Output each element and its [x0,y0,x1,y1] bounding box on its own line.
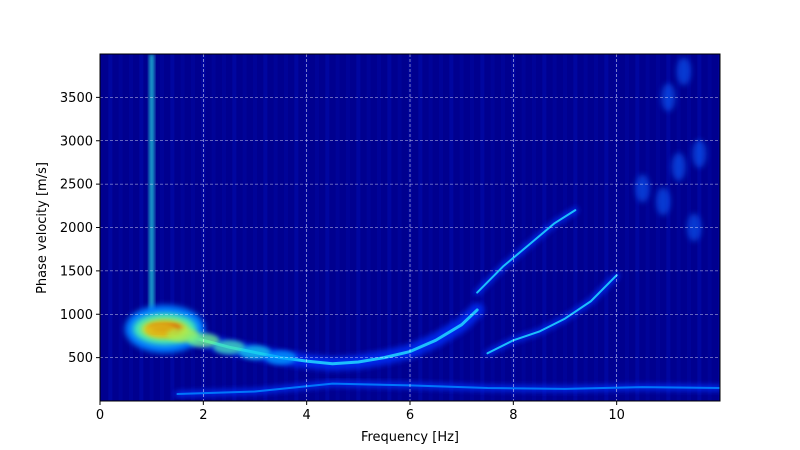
texture-streak [521,54,526,401]
ridge-energy [239,345,271,360]
y-tick-label: 3000 [60,134,93,149]
x-axis-title: Frequency [Hz] [361,430,459,445]
texture-streak [542,54,547,401]
texture-streak [666,54,671,401]
upper-right-blobs [661,83,676,112]
upper-right-blobs [692,139,707,168]
texture-streak [201,54,206,401]
texture-streak [532,54,536,401]
texture-streak [366,54,371,401]
x-tick-label: 0 [96,408,104,423]
higher-mode-1-ridge [486,274,618,355]
upper-right-blobs [635,174,650,203]
x-tick-label: 6 [406,408,414,423]
y-tick-label: 500 [68,351,93,366]
vertical-streak [149,54,154,341]
x-tick-label: 2 [199,408,207,423]
x-axis: 0 2 4 6 8 10 [96,401,625,423]
texture-streak [211,54,216,401]
y-axis: 500 1000 1500 2000 2500 3000 3500 [60,91,100,366]
texture-streak [676,54,681,401]
upper-right-blobs [656,187,671,216]
texture-streak [232,54,237,401]
x-tick-label: 10 [608,408,625,423]
y-axis-title: Phase velocity [m/s] [35,162,50,294]
y-tick-label: 2500 [60,178,93,193]
y-tick-label: 3500 [60,91,93,106]
texture-streak [511,54,516,401]
upper-right-blobs [671,152,686,181]
texture-streak [356,54,361,401]
y-tick-label: 1000 [60,308,93,323]
y-tick-label: 2000 [60,221,93,236]
texture-streak [377,54,381,401]
texture-streak [397,54,402,401]
texture-streak [222,54,226,401]
texture-streak [552,54,557,401]
texture-streak [707,54,712,401]
texture-streak [242,54,247,401]
upper-right-blobs [687,213,702,242]
x-tick-label: 8 [509,408,517,423]
y-tick-label: 1500 [60,264,93,279]
grid-layer [99,54,720,401]
x-tick-label: 4 [303,408,311,423]
texture-streak [718,54,720,401]
plot-area [99,53,721,402]
low-velocity-band-ridge [176,382,720,396]
upper-right-blobs [676,57,691,86]
texture-streak [387,54,392,401]
ridge-energy [213,340,246,355]
higher-mode-2-ridge [476,209,577,294]
